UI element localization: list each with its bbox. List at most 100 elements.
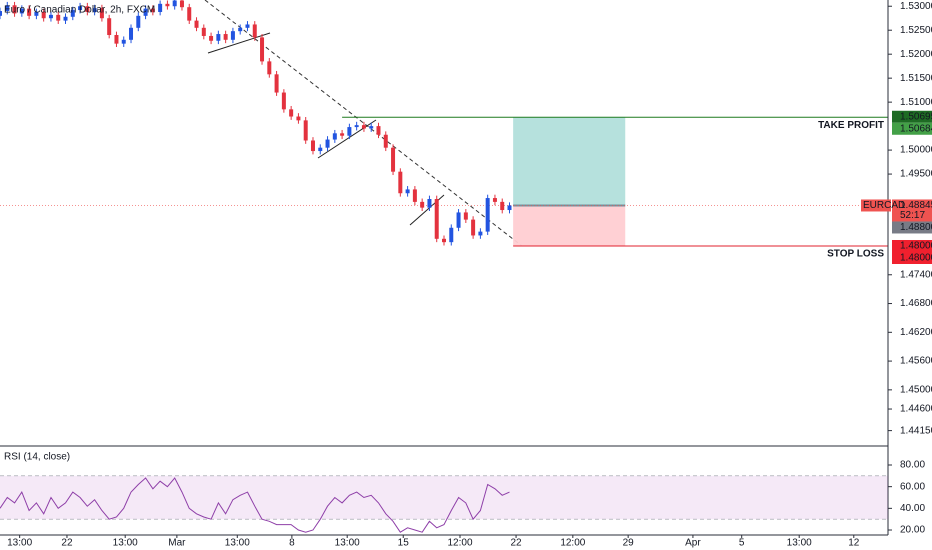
y-tick-label: 1.51500 bbox=[900, 73, 932, 84]
candle-body bbox=[85, 6, 90, 12]
x-tick-label: 13:00 bbox=[113, 538, 138, 549]
y-tick-label: 1.46800 bbox=[900, 298, 932, 309]
candle-body bbox=[478, 231, 483, 236]
candle-body bbox=[238, 27, 243, 32]
x-tick-label: 29 bbox=[623, 538, 635, 549]
candle-body bbox=[267, 61, 272, 75]
candle-body bbox=[492, 198, 497, 202]
price-label: 1.48000 bbox=[900, 253, 932, 264]
candle-body bbox=[245, 24, 250, 28]
candle-body bbox=[442, 238, 446, 243]
x-tick-label: Mar bbox=[168, 538, 186, 549]
price-label: 1.50695 bbox=[900, 111, 932, 122]
candle-body bbox=[92, 8, 97, 12]
candle-body bbox=[289, 109, 294, 117]
price-label-box bbox=[892, 110, 932, 123]
candle-body bbox=[332, 133, 337, 140]
price-label-box bbox=[892, 239, 932, 252]
y-tick-label: 1.53000 bbox=[900, 1, 932, 12]
candle-body bbox=[296, 116, 301, 121]
x-tick-label: Apr bbox=[685, 538, 701, 549]
candle-body bbox=[463, 212, 468, 220]
candle-body bbox=[0, 11, 2, 16]
x-tick-label: 5 bbox=[739, 538, 745, 549]
x-tick-label: 22 bbox=[61, 538, 73, 549]
candle-body bbox=[405, 189, 410, 194]
candle-body bbox=[165, 3, 170, 7]
symbol-label: EURCAD bbox=[863, 200, 905, 211]
candle-body bbox=[281, 92, 286, 110]
take-profit-label: TAKE PROFIT bbox=[818, 120, 884, 131]
candle-body bbox=[201, 27, 206, 36]
candle-body bbox=[12, 5, 17, 14]
rsi-title: RSI (14, close) bbox=[4, 452, 70, 463]
take-profit-zone bbox=[513, 117, 626, 206]
price-label-box bbox=[892, 251, 932, 264]
y-tick-label: 1.45000 bbox=[900, 384, 932, 395]
candle-body bbox=[143, 8, 148, 16]
candle-body bbox=[216, 34, 221, 41]
stop-loss-label: STOP LOSS bbox=[827, 249, 884, 260]
candle-body bbox=[500, 201, 505, 211]
price-label: 1.50684 bbox=[900, 123, 932, 134]
candle-body bbox=[27, 8, 32, 16]
candle-body bbox=[179, 0, 184, 8]
candle-body bbox=[398, 171, 403, 194]
candle-body bbox=[158, 3, 163, 12]
candle-body bbox=[325, 139, 330, 148]
y-tick-label: 1.46200 bbox=[900, 327, 932, 338]
y-tick-label: 1.52000 bbox=[900, 49, 932, 60]
candle-body bbox=[485, 198, 490, 232]
wedge-line bbox=[317, 119, 377, 159]
x-tick-label: 15 bbox=[398, 538, 410, 549]
rsi-y-tick-label: 40.00 bbox=[900, 503, 925, 514]
candle-body bbox=[449, 227, 454, 243]
x-tick-label: 12:00 bbox=[560, 538, 585, 549]
rsi-y-tick-label: 80.00 bbox=[900, 460, 925, 471]
candle-body bbox=[150, 8, 155, 12]
rsi-y-tick-label: 60.00 bbox=[900, 481, 925, 492]
candle-body bbox=[48, 14, 53, 19]
candle-body bbox=[209, 35, 214, 41]
price-label-box bbox=[892, 221, 932, 234]
candle-body bbox=[136, 15, 141, 28]
candle-body bbox=[194, 20, 199, 28]
y-tick-label: 1.52500 bbox=[900, 25, 932, 36]
y-tick-label: 1.51000 bbox=[900, 97, 932, 108]
candle-body bbox=[340, 133, 345, 136]
trend-line bbox=[204, 0, 523, 247]
candle-body bbox=[19, 8, 24, 14]
candle-body bbox=[274, 74, 279, 93]
candle-body bbox=[107, 18, 112, 36]
price-label-box bbox=[892, 122, 932, 135]
y-tick-label: 1.45600 bbox=[900, 356, 932, 367]
rsi-band bbox=[0, 475, 888, 520]
y-tick-label: 1.50000 bbox=[900, 145, 932, 156]
candle-body bbox=[427, 199, 432, 208]
chart-title: Euro / Canadian Dollar, 2h, FXCM bbox=[4, 5, 155, 16]
candle-body bbox=[187, 7, 192, 21]
candle-body bbox=[507, 205, 512, 211]
price-label: 1.48800 bbox=[900, 222, 932, 233]
candle-body bbox=[5, 5, 10, 12]
candle-body bbox=[420, 201, 425, 208]
rsi-y-tick-label: 20.00 bbox=[900, 525, 925, 536]
candle-body bbox=[252, 24, 257, 38]
candle-body bbox=[383, 134, 388, 148]
candle-body bbox=[56, 14, 61, 21]
symbol-box bbox=[861, 199, 891, 212]
candle-body bbox=[456, 212, 461, 228]
countdown: 52:17 bbox=[900, 210, 925, 221]
price-label: 1.48000 bbox=[900, 241, 932, 252]
candle-body bbox=[70, 10, 75, 17]
x-tick-label: 13:00 bbox=[225, 538, 250, 549]
candle-body bbox=[361, 125, 366, 129]
candle-body bbox=[412, 189, 417, 202]
y-tick-label: 1.47400 bbox=[900, 269, 932, 280]
y-tick-label: 1.44600 bbox=[900, 404, 932, 415]
candle-body bbox=[347, 127, 352, 136]
rsi-line bbox=[0, 477, 510, 533]
stop-loss-zone bbox=[513, 205, 626, 246]
